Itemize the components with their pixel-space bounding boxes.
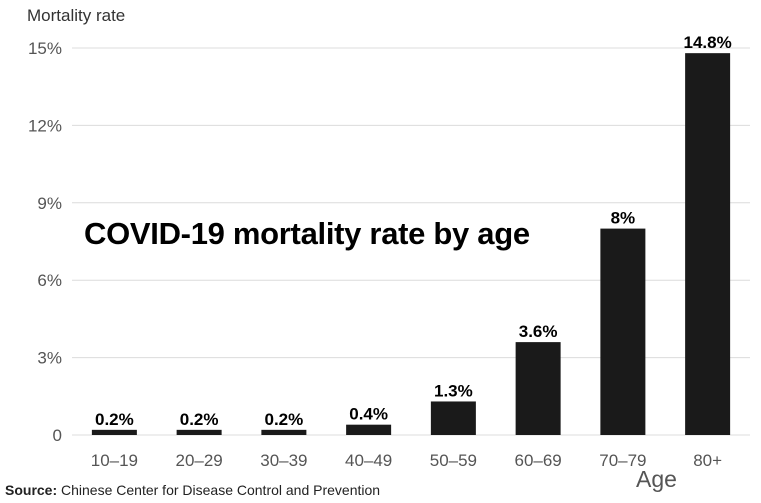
y-tick-label: 15% (28, 39, 62, 58)
bar (91, 429, 137, 435)
x-tick-label: 20–29 (175, 451, 222, 470)
data-labels: 0.2% 0.2% 0.2% 0.4% 1.3% 3.6% 8% 14.8% (95, 33, 732, 429)
y-tick-label: 3% (37, 349, 62, 368)
y-axis-label: Mortality rate (27, 6, 126, 25)
bar (176, 429, 222, 435)
data-label: 1.3% (434, 381, 473, 400)
bar (430, 401, 476, 435)
data-label: 8% (611, 209, 636, 228)
y-tick-label: 6% (37, 271, 62, 290)
x-tick-label: 60–69 (514, 451, 561, 470)
bar (685, 53, 731, 435)
bar (346, 424, 392, 435)
data-label: 0.4% (349, 405, 388, 424)
x-tick-label: 30–39 (260, 451, 307, 470)
data-label: 0.2% (265, 410, 304, 429)
source-text: Chinese Center for Disease Control and P… (61, 482, 381, 498)
x-tick-labels: 10–19 20–29 30–39 40–49 50–59 60–69 70–79 80+ (91, 451, 722, 470)
source-label: Source: (5, 482, 58, 498)
x-tick-label: 10–19 (91, 451, 138, 470)
source-note: Source: Chinese Center for Disease Contr… (5, 482, 380, 498)
y-tick-label: 9% (37, 194, 62, 213)
x-tick-label: 80+ (693, 451, 722, 470)
data-label: 0.2% (180, 410, 219, 429)
bars (91, 53, 731, 435)
data-label: 0.2% (95, 410, 134, 429)
x-tick-label: 70–79 (599, 451, 646, 470)
y-tick-labels: 0 3% 6% 9% 12% 15% (28, 39, 62, 445)
bar (261, 429, 307, 435)
data-label: 14.8% (684, 33, 732, 52)
x-tick-label: 50–59 (430, 451, 477, 470)
data-label: 3.6% (519, 322, 558, 341)
bar (515, 342, 561, 435)
bar (600, 228, 646, 435)
y-tick-label: 12% (28, 116, 62, 135)
chart-title: COVID-19 mortality rate by age (84, 216, 530, 251)
y-tick-label: 0 (53, 426, 62, 445)
x-tick-label: 40–49 (345, 451, 392, 470)
x-axis-label: Age (636, 466, 677, 492)
